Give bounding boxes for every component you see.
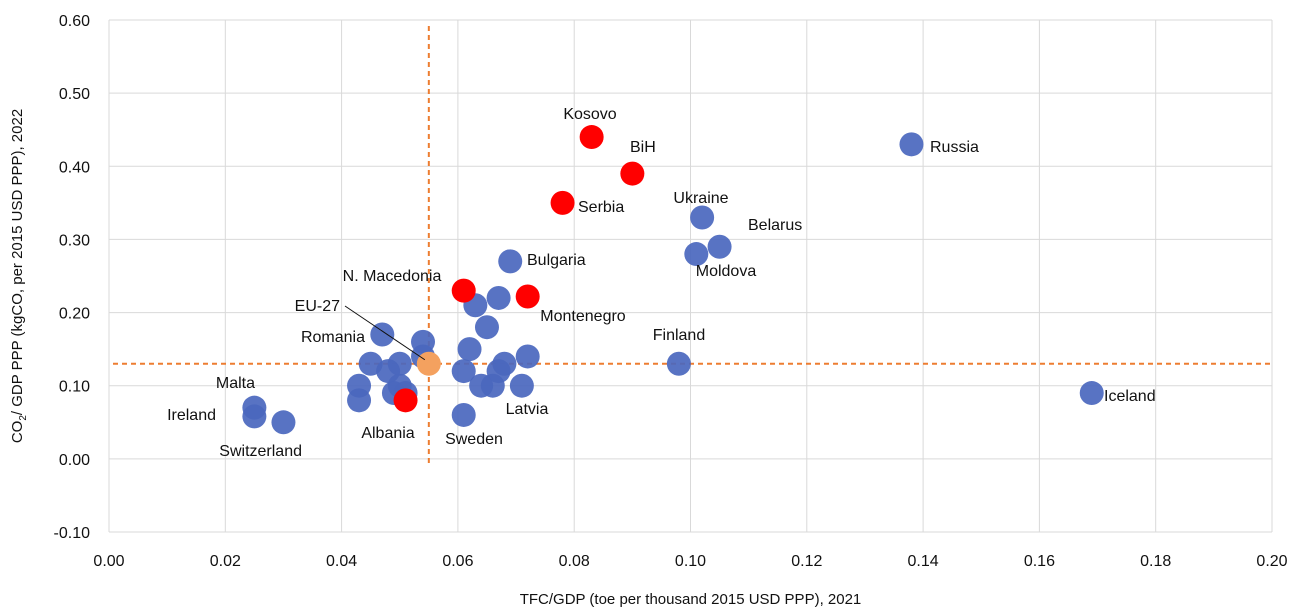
x-tick-label: 0.14 bbox=[908, 553, 939, 570]
point-label: Russia bbox=[930, 139, 979, 156]
country-point bbox=[271, 410, 296, 435]
point-label: Iceland bbox=[1104, 388, 1156, 405]
x-axis-ticks: 0.00 0.02 0.04 0.06 0.08 0.10 0.12 0.14 0.16 0.18… bbox=[93, 553, 1287, 570]
y-tick-label: 0.50 bbox=[59, 86, 90, 103]
y-axis-title-subscript: 2 bbox=[18, 415, 29, 421]
point-label: Bulgaria bbox=[527, 252, 586, 269]
highlight-point bbox=[393, 388, 418, 413]
point-label: Albania bbox=[361, 425, 414, 442]
y-tick-label: 0.40 bbox=[59, 159, 90, 176]
point-label: Serbia bbox=[578, 199, 624, 216]
y-axis-title-post: / GDP PPP (kgCO, per 2015 USD PPP), 2022 bbox=[9, 109, 26, 415]
point-label: Ireland bbox=[167, 407, 216, 424]
country-point bbox=[492, 351, 517, 376]
eu-label-leader bbox=[344, 305, 426, 361]
country-point bbox=[474, 315, 499, 340]
point-label: BiH bbox=[630, 139, 656, 156]
y-tick-label: 0.30 bbox=[59, 232, 90, 249]
point-label: N. Macedonia bbox=[343, 268, 442, 285]
y-tick-label: 0.00 bbox=[59, 452, 90, 469]
x-tick-label: 0.04 bbox=[326, 553, 357, 570]
point-label: EU-27 bbox=[295, 298, 340, 315]
x-axis-title: TFC/GDP (toe per thousand 2015 USD PPP),… bbox=[520, 591, 862, 608]
y-tick-label: 0.10 bbox=[59, 379, 90, 396]
x-tick-label: 0.12 bbox=[791, 553, 822, 570]
eu-point bbox=[416, 351, 441, 376]
x-tick-label: 0.20 bbox=[1256, 553, 1287, 570]
point-label: Latvia bbox=[506, 401, 549, 418]
reference-lines bbox=[113, 26, 1270, 466]
country-point bbox=[451, 359, 476, 384]
highlight-point bbox=[451, 278, 476, 303]
grid bbox=[108, 19, 1273, 533]
y-axis-title: CO2/ GDP PPP (kgCO, per 2015 USD PPP), 2… bbox=[9, 109, 29, 443]
x-tick-label: 0.02 bbox=[210, 553, 241, 570]
x-tick-label: 0.18 bbox=[1140, 553, 1171, 570]
point-label: Moldova bbox=[696, 263, 757, 280]
y-tick-label: -0.10 bbox=[54, 525, 91, 542]
country-point bbox=[684, 242, 709, 267]
y-axis-ticks: -0.10 0.00 0.10 0.20 0.30 0.40 0.50 0.60 bbox=[54, 13, 91, 542]
point-label: Finland bbox=[653, 327, 705, 344]
x-tick-label: 0.08 bbox=[559, 553, 590, 570]
y-tick-label: 0.20 bbox=[59, 306, 90, 323]
y-axis-title-pre: CO bbox=[9, 421, 26, 444]
country-point bbox=[899, 132, 924, 157]
point-label: Belarus bbox=[748, 217, 802, 234]
country-point bbox=[387, 351, 412, 376]
country-point bbox=[666, 351, 691, 376]
country-point bbox=[690, 205, 715, 230]
highlight-point bbox=[550, 190, 575, 215]
x-tick-label: 0.06 bbox=[442, 553, 473, 570]
highlight-point bbox=[515, 284, 540, 309]
highlight-point bbox=[620, 161, 645, 186]
x-tick-label: 0.16 bbox=[1024, 553, 1055, 570]
country-point bbox=[515, 344, 540, 369]
x-tick-label: 0.10 bbox=[675, 553, 706, 570]
point-label: Kosovo bbox=[563, 106, 616, 123]
country-point bbox=[242, 404, 267, 429]
country-point bbox=[486, 285, 511, 310]
country-point bbox=[457, 337, 482, 362]
point-label: Montenegro bbox=[540, 308, 625, 325]
data-points bbox=[242, 125, 1104, 435]
country-point bbox=[707, 234, 732, 259]
point-label: Switzerland bbox=[219, 443, 302, 460]
country-point bbox=[347, 388, 372, 413]
country-point bbox=[509, 373, 534, 398]
x-tick-label: 0.00 bbox=[93, 553, 124, 570]
country-point bbox=[451, 402, 476, 427]
point-label: Ukraine bbox=[673, 190, 728, 207]
highlight-point bbox=[579, 125, 604, 150]
point-label: Malta bbox=[216, 375, 255, 392]
country-point bbox=[498, 249, 523, 274]
point-label: Romania bbox=[301, 329, 365, 346]
point-label: Sweden bbox=[445, 431, 503, 448]
country-point bbox=[370, 322, 395, 347]
y-tick-label: 0.60 bbox=[59, 13, 90, 30]
country-point bbox=[1079, 381, 1104, 406]
